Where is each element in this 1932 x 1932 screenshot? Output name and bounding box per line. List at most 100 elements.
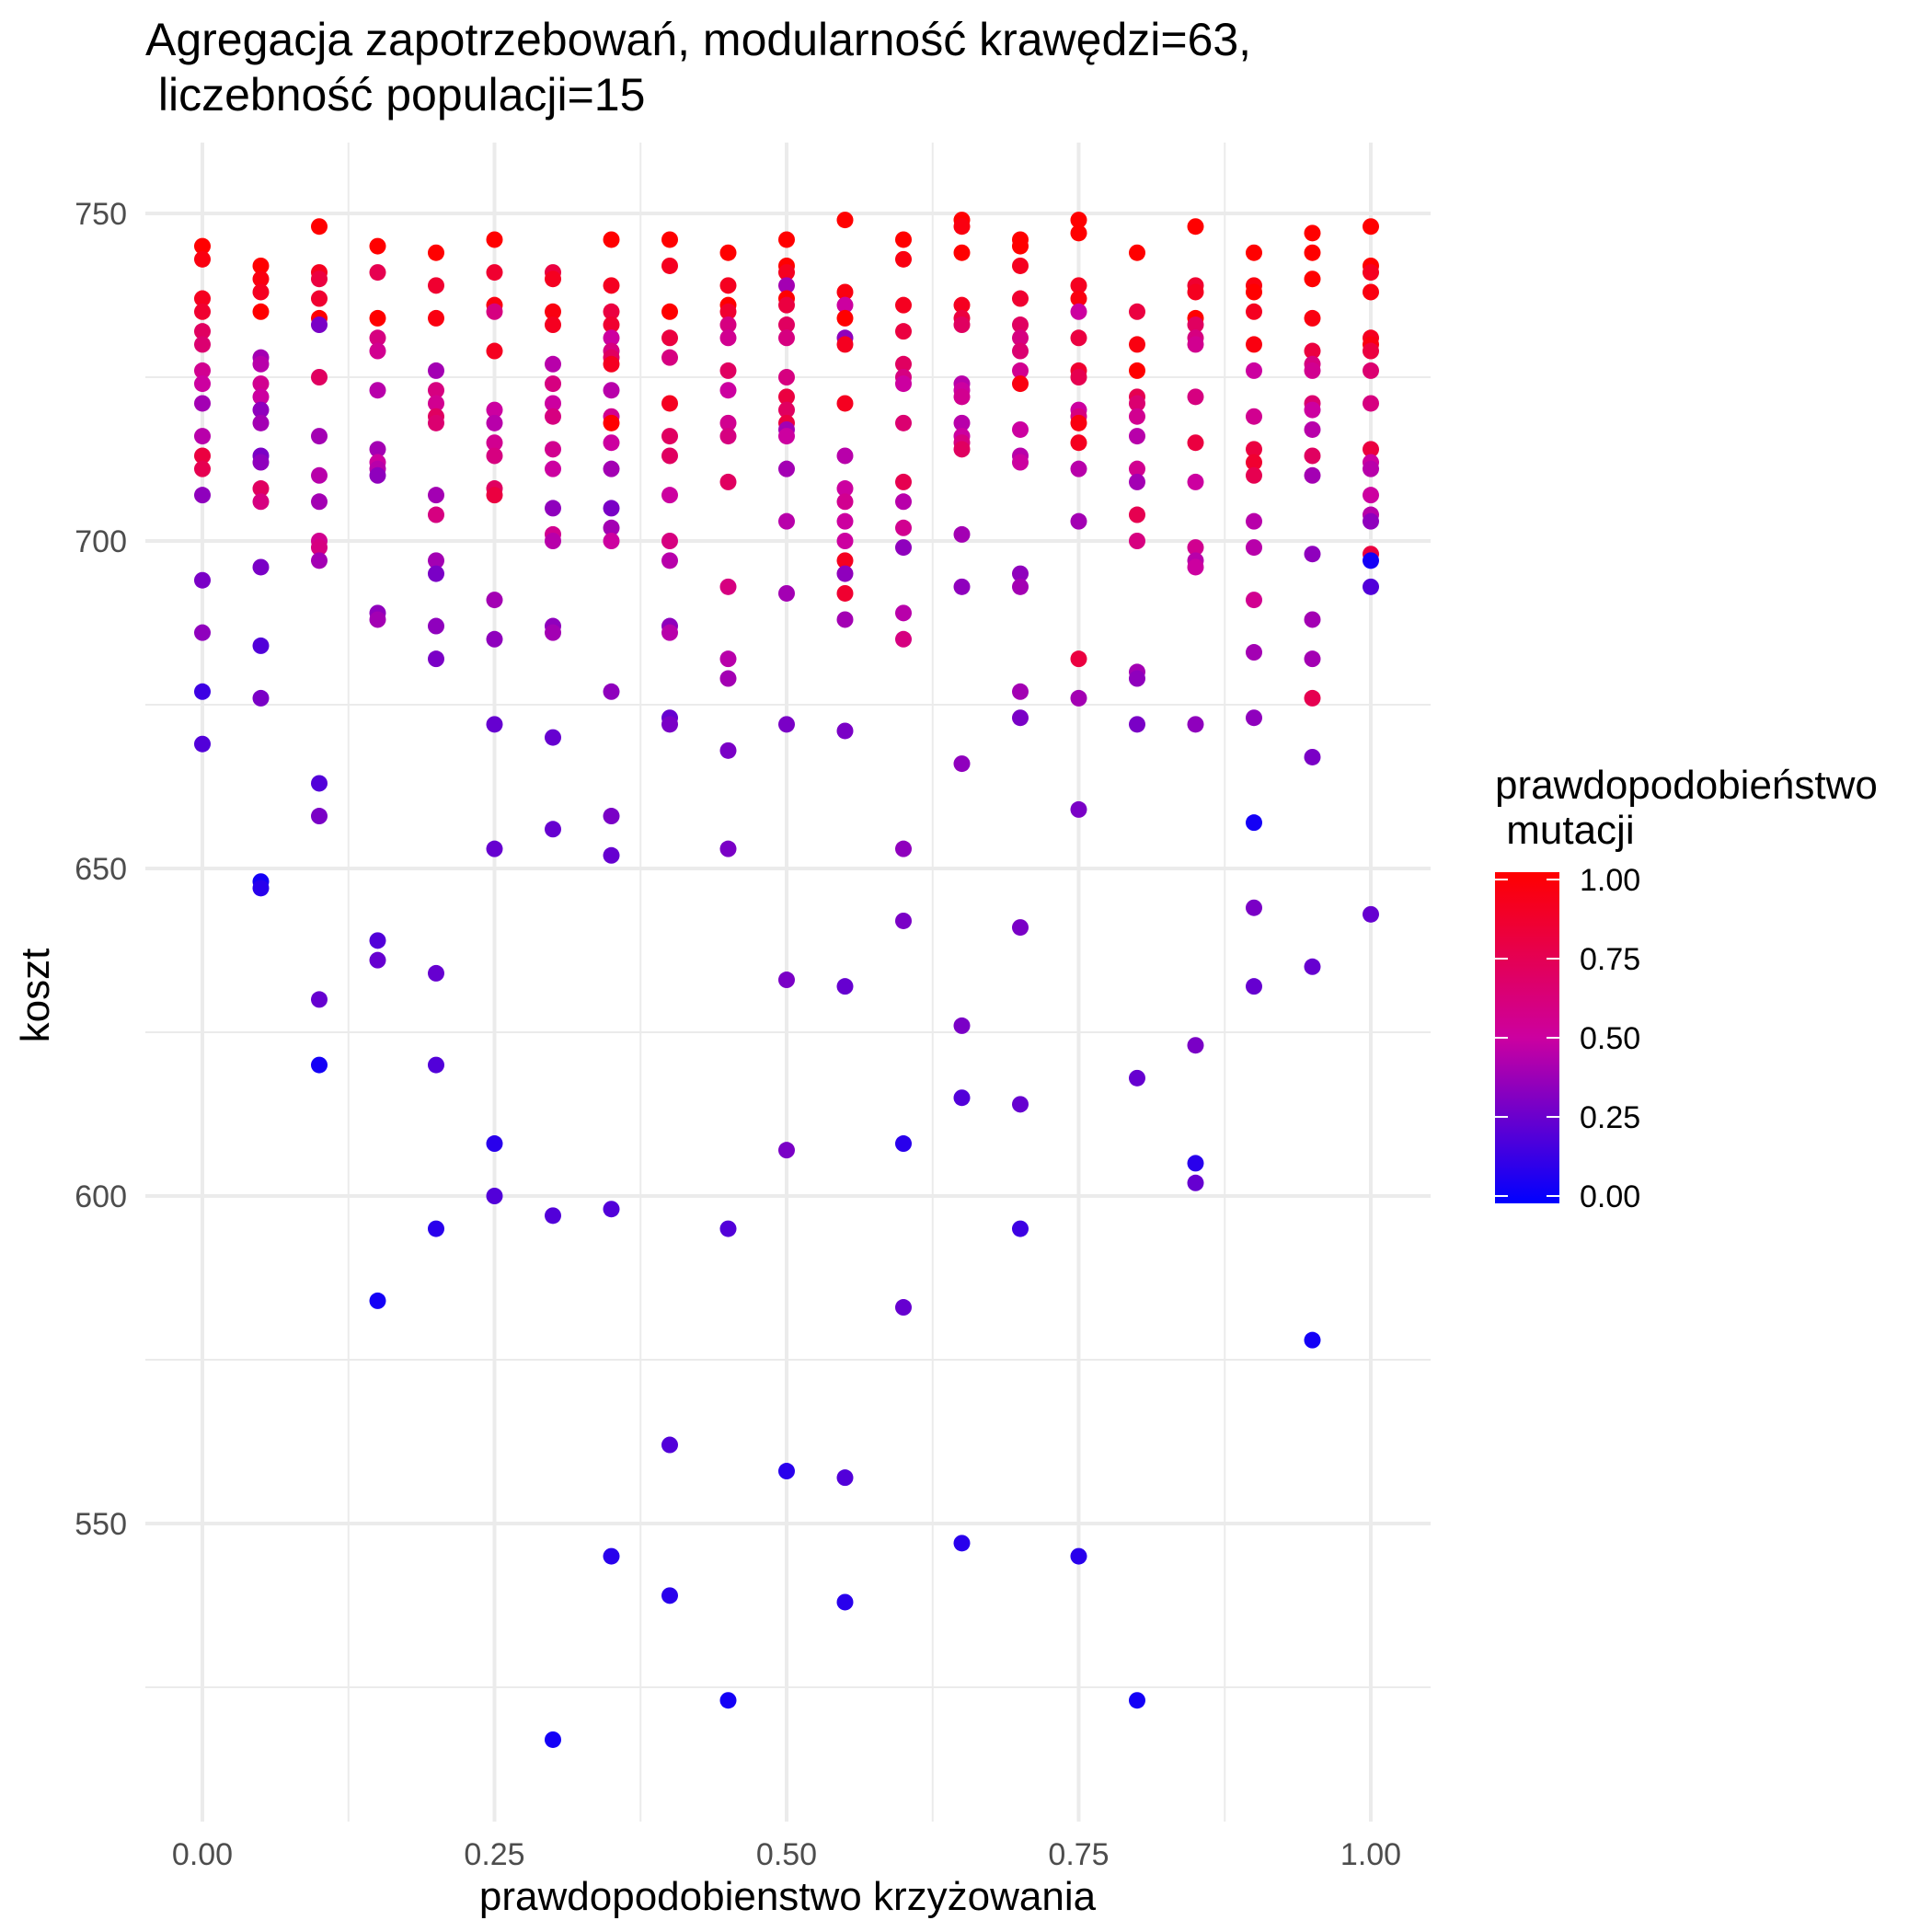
data-point [1304, 689, 1321, 707]
data-point [661, 303, 678, 320]
data-point [661, 552, 678, 569]
data-point [661, 231, 678, 248]
data-point [428, 964, 444, 982]
data-point [1187, 218, 1204, 236]
data-point [1304, 748, 1321, 765]
data-point [1012, 578, 1029, 595]
data-point [1246, 592, 1262, 609]
data-point [545, 303, 561, 320]
data-point [1012, 329, 1029, 347]
data-point [545, 355, 561, 373]
data-point [545, 395, 561, 412]
data-point [895, 414, 912, 431]
data-point [895, 323, 912, 340]
data-point [1129, 473, 1145, 490]
data-point [661, 395, 678, 412]
data-point [1246, 709, 1262, 727]
data-point [1187, 558, 1204, 576]
data-point [1187, 716, 1204, 733]
data-point [836, 565, 854, 582]
data-point [194, 336, 211, 353]
data-point [1246, 408, 1262, 425]
data-point [545, 460, 561, 477]
data-point [1304, 546, 1321, 563]
legend-tick-label: 0.50 [1580, 1021, 1640, 1056]
data-point [836, 1593, 854, 1611]
data-point [1129, 1069, 1145, 1087]
data-point [486, 414, 503, 431]
data-point [1246, 466, 1262, 484]
data-point [836, 296, 854, 314]
data-point [369, 951, 386, 969]
data-point [428, 277, 444, 294]
data-point [603, 434, 620, 452]
data-point [1187, 473, 1204, 490]
data-point [778, 972, 795, 989]
data-point [486, 401, 503, 419]
data-point [661, 1436, 678, 1454]
data-point [311, 552, 328, 569]
data-point [1129, 1692, 1145, 1709]
data-point [1070, 460, 1087, 477]
data-point [1304, 342, 1321, 360]
data-point [194, 250, 211, 268]
data-point [953, 414, 971, 431]
data-point [369, 264, 386, 282]
data-point [778, 584, 795, 602]
data-point [719, 742, 737, 759]
data-point [1012, 1220, 1029, 1237]
data-point [719, 840, 737, 857]
data-point [1363, 342, 1379, 360]
data-points [194, 212, 1379, 1748]
data-point [252, 493, 270, 511]
data-point [1304, 650, 1321, 668]
data-point [311, 218, 328, 236]
data-point [545, 729, 561, 746]
data-point [895, 231, 912, 248]
data-point [428, 382, 444, 399]
data-point [719, 382, 737, 399]
data-point [545, 441, 561, 458]
y-axis-ticks: 550 600 650 700 750 [75, 197, 127, 1542]
data-point [252, 388, 270, 406]
data-point [369, 329, 386, 347]
data-point [194, 303, 211, 320]
data-point [1012, 237, 1029, 255]
data-point [545, 624, 561, 641]
data-point [661, 329, 678, 347]
data-point [1363, 905, 1379, 923]
data-point [603, 303, 620, 320]
data-point [1012, 420, 1029, 438]
data-point [428, 650, 444, 668]
data-point [369, 237, 386, 255]
data-point [603, 316, 620, 334]
data-point [369, 309, 386, 327]
data-point [719, 362, 737, 379]
data-point [1070, 1547, 1087, 1565]
legend-tick-label: 0.75 [1580, 942, 1640, 977]
data-point [661, 447, 678, 465]
data-point [953, 755, 971, 773]
data-point [1012, 1096, 1029, 1113]
data-point [428, 1056, 444, 1074]
data-point [661, 487, 678, 504]
data-point [428, 362, 444, 379]
data-point [252, 270, 270, 288]
data-point [603, 808, 620, 825]
data-point [719, 1220, 737, 1237]
data-point [486, 630, 503, 648]
data-point [836, 722, 854, 740]
data-point [428, 395, 444, 412]
data-point [603, 382, 620, 399]
data-point [953, 316, 971, 334]
data-point [1187, 1037, 1204, 1054]
data-point [661, 257, 678, 274]
data-point [1070, 800, 1087, 818]
data-point [953, 218, 971, 236]
data-point [719, 277, 737, 294]
data-point [545, 821, 561, 838]
data-point [369, 382, 386, 399]
data-point [895, 375, 912, 393]
data-point [603, 414, 620, 431]
